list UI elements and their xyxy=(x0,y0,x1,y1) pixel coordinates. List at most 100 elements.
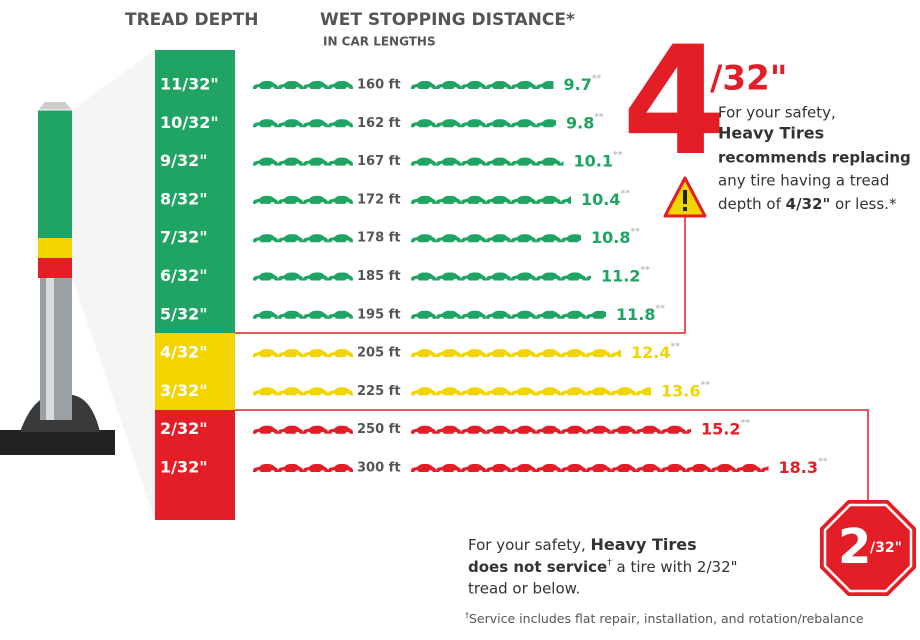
car-icon xyxy=(303,157,328,169)
text: For your safety, xyxy=(468,536,591,554)
band-green xyxy=(155,50,235,333)
distance: 195 ft xyxy=(357,307,401,322)
footnote-mark: ** xyxy=(592,74,602,84)
car-icon xyxy=(511,157,536,169)
car-lengths-value: 11.2 xyxy=(601,266,640,285)
car-icon xyxy=(561,387,586,399)
distance: 162 ft xyxy=(357,116,401,131)
car-icon xyxy=(436,310,461,322)
footnote-mark: ** xyxy=(613,150,623,160)
car-icon xyxy=(461,195,486,207)
car-row xyxy=(253,272,591,284)
header-unit: IN CAR LENGTHS xyxy=(323,35,436,49)
car-icon xyxy=(561,464,586,475)
car-icon xyxy=(536,157,561,169)
car-lengths-value: 15.2 xyxy=(701,419,740,438)
distance: 300 ft xyxy=(357,461,401,476)
car-icon xyxy=(328,425,353,437)
car-lengths-value: 18.3 xyxy=(779,458,818,477)
car-icon xyxy=(278,81,303,92)
car-icon xyxy=(278,349,303,360)
car-lengths: 11.2** xyxy=(601,265,650,285)
car-icon xyxy=(328,195,353,207)
car-lengths: 9.8** xyxy=(566,112,604,132)
car-icon xyxy=(636,425,661,437)
car-icon xyxy=(486,425,511,437)
car-icon xyxy=(561,310,586,322)
car-icon xyxy=(486,387,511,399)
header-tread: TREAD DEPTH xyxy=(125,10,259,30)
distance: 205 ft xyxy=(357,346,401,361)
connector xyxy=(235,409,869,500)
car-icon xyxy=(328,81,353,92)
text: or less.* xyxy=(830,195,897,213)
tread-depth: 10/32" xyxy=(160,113,219,132)
car-icon xyxy=(586,425,611,437)
car-icon xyxy=(436,425,461,437)
tread-depth: 4/32" xyxy=(160,343,208,362)
stop-sign: 2 /32" xyxy=(820,500,916,596)
car-lengths: 18.3** xyxy=(779,457,828,477)
car-icon xyxy=(486,157,511,169)
callout-text: any tire having a tread xyxy=(718,172,889,190)
car-lengths-value: 10.4 xyxy=(581,189,620,208)
car-icon xyxy=(461,272,486,284)
car-row xyxy=(253,425,691,437)
tread-depth: 9/32" xyxy=(160,151,208,170)
tread-depth: 1/32" xyxy=(160,458,208,477)
car-row xyxy=(253,387,651,399)
car-row xyxy=(253,234,581,245)
car-icon xyxy=(253,157,278,169)
car-lengths: 9.7** xyxy=(564,74,602,94)
car-icon xyxy=(303,119,328,131)
car-icon xyxy=(436,81,461,92)
car-icon xyxy=(253,387,278,399)
callout-fraction: /32" xyxy=(710,59,787,99)
car-icon xyxy=(436,119,461,131)
car-row xyxy=(253,81,554,92)
car-icon xyxy=(436,234,461,245)
car-icon xyxy=(586,464,611,475)
car-icon xyxy=(253,119,278,131)
car-icon xyxy=(561,234,581,245)
distance: 178 ft xyxy=(357,231,401,246)
car-icon xyxy=(278,464,303,475)
car-icon xyxy=(436,349,461,360)
car-icon xyxy=(328,464,353,475)
car-icon xyxy=(303,310,328,322)
car-icon xyxy=(303,81,328,92)
car-icon xyxy=(411,310,436,322)
tread-depth: 7/32" xyxy=(160,228,208,247)
car-icon xyxy=(328,310,353,322)
car-icon xyxy=(486,81,511,92)
car-icon xyxy=(586,387,611,399)
car-icon xyxy=(711,464,736,475)
car-icon xyxy=(561,272,586,284)
distance: 160 ft xyxy=(357,78,401,93)
car-icon xyxy=(536,349,561,360)
car-icon xyxy=(561,349,586,360)
car-row xyxy=(253,119,556,131)
car-lengths-value: 13.6 xyxy=(661,381,700,400)
car-icon xyxy=(661,425,686,437)
car-icon xyxy=(253,425,278,437)
tread-gauge xyxy=(0,102,115,455)
service-text: does not service† a tire with 2/32" xyxy=(468,558,738,576)
tread-depth: 3/32" xyxy=(160,381,208,400)
car-lengths-value: 9.8 xyxy=(566,113,594,132)
car-lengths: 10.1** xyxy=(574,150,623,170)
car-icon xyxy=(511,349,536,360)
car-icon xyxy=(636,387,651,399)
footnote-mark: ** xyxy=(818,457,828,467)
distance: 172 ft xyxy=(357,192,401,207)
car-icon xyxy=(736,464,761,475)
car-icon xyxy=(253,234,278,245)
car-icon xyxy=(461,464,486,475)
car-icon xyxy=(461,234,486,245)
car-icon xyxy=(486,195,511,207)
car-icon xyxy=(486,349,511,360)
car-lengths: 15.2** xyxy=(701,418,750,438)
car-icon xyxy=(303,387,328,399)
car-icon xyxy=(461,349,486,360)
callout-text: depth of 4/32" or less.* xyxy=(718,195,897,213)
